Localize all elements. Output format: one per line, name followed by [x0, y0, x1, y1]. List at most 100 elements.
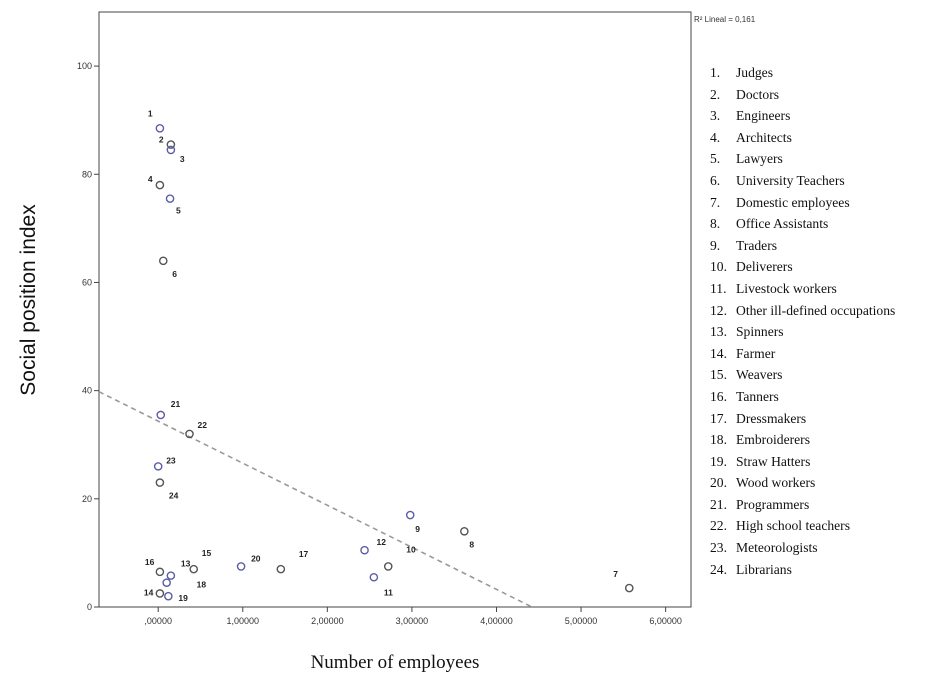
y-tick-label: 100	[77, 61, 92, 71]
legend-item-name: Traders	[736, 237, 778, 253]
data-point	[360, 545, 369, 555]
legend-item-number: 13.	[710, 324, 727, 340]
point-label: 1	[148, 108, 153, 118]
legend-item: 14. Farmer	[710, 343, 895, 365]
legend-item-number: 16.	[710, 388, 727, 404]
legend-item-number: 3.	[710, 108, 721, 124]
legend-item: 18. Embroiderers	[710, 429, 895, 451]
legend-item-number: 18.	[710, 432, 727, 448]
legend-item-number: 5.	[710, 151, 721, 167]
legend-item-number: 11.	[710, 280, 727, 296]
point-label: 6	[172, 269, 177, 279]
legend-item-name: Livestock workers	[736, 280, 837, 296]
point-label: 12	[377, 537, 387, 547]
point-label: 21	[171, 399, 181, 409]
point-label: 24	[169, 491, 179, 501]
legend-item-number: 1.	[710, 65, 721, 80]
legend-item-name: Librarians	[736, 561, 792, 577]
legend-item: 17. Dressmakers	[710, 408, 895, 430]
point-label: 8	[469, 539, 474, 549]
point-label: 5	[176, 206, 181, 216]
legend-item-number: 19.	[710, 453, 727, 469]
legend-item: 19. Straw Hatters	[710, 451, 895, 473]
point-label: 4	[148, 174, 153, 184]
data-point	[276, 564, 286, 574]
data-point	[383, 562, 393, 571]
legend-item-number: 15.	[710, 367, 727, 383]
data-point	[405, 510, 415, 520]
point-label: 16	[145, 557, 155, 567]
legend-item-name: Architects	[736, 129, 792, 145]
x-axis-label: Number of employees	[311, 652, 480, 673]
point-label: 19	[178, 593, 188, 603]
data-point	[153, 462, 163, 471]
data-point	[155, 589, 165, 598]
y-tick-label: 80	[82, 169, 92, 179]
data-point	[166, 145, 176, 155]
legend: 1. Judges 2. Doctors 3. Engineers 4. Architects…	[710, 62, 895, 580]
legend-item-number: 8.	[710, 216, 721, 232]
x-tick-label: 6,00000	[649, 616, 682, 626]
data-point	[162, 578, 171, 587]
legend-item: 3. Engineers	[710, 105, 895, 127]
fit-line	[98, 391, 533, 608]
legend-item-number: 22.	[710, 518, 727, 534]
point-label: 18	[197, 580, 207, 590]
legend-item: 12. Other ill-defined occupations	[710, 300, 895, 322]
legend-item-name: Embroiderers	[736, 432, 810, 448]
point-label: 3	[180, 154, 185, 164]
legend-item: 5. Lawyers	[710, 148, 895, 170]
legend-item-name: Engineers	[736, 108, 791, 124]
legend-item-name: Straw Hatters	[736, 453, 811, 469]
legend-item-number: 23.	[710, 540, 727, 556]
legend-item-name: High school teachers	[736, 518, 851, 534]
point-label: 17	[299, 549, 309, 559]
legend-item: 22. High school teachers	[710, 515, 895, 537]
legend-item-name: Office Assistants	[736, 216, 829, 232]
data-point	[189, 564, 199, 574]
data-point	[158, 256, 168, 266]
legend-item: 20. Wood workers	[710, 472, 895, 494]
point-label: 20	[251, 553, 261, 563]
legend-item: 8. Office Assistants	[710, 213, 895, 235]
data-point	[460, 526, 469, 536]
point-label: 7	[613, 569, 618, 579]
legend-item-number: 21.	[710, 496, 727, 512]
x-tick-label: 2,00000	[311, 616, 344, 626]
legend-item-number: 9.	[710, 237, 721, 253]
legend-item: 2. Doctors	[710, 84, 895, 106]
legend-item: 11. Livestock workers	[710, 278, 895, 300]
fit-line-group	[98, 391, 533, 608]
legend-item: 23. Meteorologists	[710, 537, 895, 559]
point-label: 10	[406, 544, 416, 554]
legend-item-name: Meteorologists	[736, 540, 818, 556]
legend-item: 16. Tanners	[710, 386, 895, 408]
y-tick-label: 0	[87, 602, 92, 612]
y-tick-label: 60	[82, 277, 92, 287]
legend-item: 10. Deliverers	[710, 256, 895, 278]
legend-item-name: University Teachers	[736, 172, 845, 188]
point-label: 13	[181, 559, 191, 569]
legend-item-number: 17.	[710, 410, 727, 426]
legend-item-number: 4.	[710, 129, 721, 145]
x-tick-label: 3,00000	[396, 616, 429, 626]
legend-item-number: 10.	[710, 259, 727, 275]
legend-item-number: 7.	[710, 194, 721, 210]
legend-item: 7. Domestic employees	[710, 192, 895, 214]
data-point	[236, 562, 246, 571]
data-point	[155, 123, 165, 133]
data-point	[166, 140, 176, 149]
legend-item-name: Spinners	[736, 324, 784, 340]
legend-item-name: Weavers	[736, 367, 783, 383]
point-label: 14	[144, 587, 154, 597]
legend-item: 13. Spinners	[710, 321, 895, 343]
legend-item: 1. Judges	[710, 62, 895, 84]
x-tick-label: 5,00000	[565, 616, 598, 626]
data-point	[164, 591, 173, 601]
data-point	[155, 567, 165, 577]
x-tick-label: ,00000	[144, 616, 172, 626]
point-label: 22	[197, 420, 207, 430]
legend-item-name: Tanners	[736, 388, 779, 404]
legend-item: 24. Librarians	[710, 559, 895, 581]
